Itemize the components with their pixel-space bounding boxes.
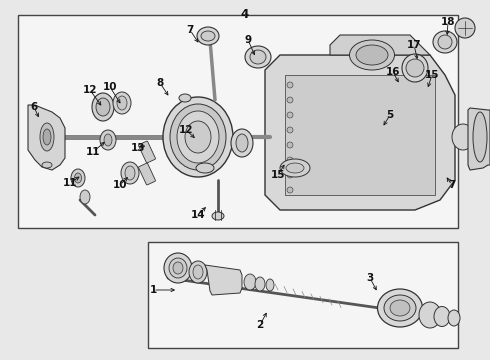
- Text: 10: 10: [113, 180, 127, 190]
- Bar: [285, 75, 435, 195]
- Text: 11: 11: [63, 178, 77, 188]
- Ellipse shape: [71, 169, 85, 187]
- Text: 18: 18: [441, 17, 455, 27]
- FancyBboxPatch shape: [139, 163, 155, 185]
- Ellipse shape: [280, 159, 310, 177]
- Ellipse shape: [434, 306, 450, 327]
- Ellipse shape: [92, 93, 114, 121]
- Text: 12: 12: [179, 125, 193, 135]
- Ellipse shape: [448, 310, 460, 326]
- Ellipse shape: [384, 295, 416, 321]
- Ellipse shape: [100, 130, 116, 150]
- Ellipse shape: [287, 97, 293, 103]
- Ellipse shape: [179, 94, 191, 102]
- Ellipse shape: [486, 130, 490, 144]
- Polygon shape: [205, 265, 242, 295]
- Ellipse shape: [173, 262, 183, 274]
- Text: 7: 7: [186, 25, 194, 35]
- Ellipse shape: [193, 265, 203, 279]
- Text: 1: 1: [149, 285, 157, 295]
- Ellipse shape: [433, 31, 457, 53]
- Ellipse shape: [266, 279, 274, 291]
- Ellipse shape: [185, 121, 211, 153]
- Ellipse shape: [104, 134, 112, 146]
- Text: 17: 17: [407, 40, 421, 50]
- Ellipse shape: [287, 142, 293, 148]
- Ellipse shape: [170, 104, 226, 170]
- Polygon shape: [468, 108, 490, 170]
- Ellipse shape: [117, 96, 127, 110]
- Text: 6: 6: [30, 102, 38, 112]
- Text: 15: 15: [271, 170, 285, 180]
- FancyBboxPatch shape: [139, 141, 155, 163]
- Ellipse shape: [287, 172, 293, 178]
- Text: 3: 3: [367, 273, 374, 283]
- Ellipse shape: [390, 300, 410, 316]
- Ellipse shape: [201, 31, 215, 41]
- Ellipse shape: [164, 253, 192, 283]
- Text: 2: 2: [256, 320, 264, 330]
- Ellipse shape: [250, 50, 266, 64]
- Ellipse shape: [455, 18, 475, 38]
- Ellipse shape: [356, 45, 388, 65]
- Text: 13: 13: [131, 143, 145, 153]
- Ellipse shape: [244, 274, 256, 290]
- Text: 4: 4: [241, 8, 249, 21]
- Ellipse shape: [212, 212, 224, 220]
- Ellipse shape: [286, 163, 304, 173]
- Text: 10: 10: [103, 82, 117, 92]
- Text: 7: 7: [448, 180, 456, 190]
- Polygon shape: [330, 35, 430, 55]
- Ellipse shape: [236, 134, 248, 152]
- Ellipse shape: [406, 59, 424, 77]
- Text: 14: 14: [191, 210, 205, 220]
- Ellipse shape: [169, 258, 187, 278]
- Ellipse shape: [125, 166, 135, 180]
- Ellipse shape: [287, 127, 293, 133]
- Text: 5: 5: [387, 110, 393, 120]
- Bar: [18, 15, 458, 228]
- Ellipse shape: [96, 98, 110, 116]
- Text: 15: 15: [425, 70, 439, 80]
- Text: 16: 16: [386, 67, 400, 77]
- Ellipse shape: [189, 261, 207, 283]
- Ellipse shape: [80, 190, 90, 204]
- Ellipse shape: [74, 173, 81, 183]
- Ellipse shape: [452, 124, 474, 150]
- Ellipse shape: [349, 40, 394, 70]
- Bar: [148, 242, 458, 348]
- Ellipse shape: [231, 129, 253, 157]
- Polygon shape: [28, 105, 65, 170]
- Text: 8: 8: [156, 78, 164, 88]
- Text: 11: 11: [86, 147, 100, 157]
- Ellipse shape: [40, 123, 54, 151]
- Text: 12: 12: [83, 85, 97, 95]
- Ellipse shape: [197, 27, 219, 45]
- Ellipse shape: [245, 46, 271, 68]
- Ellipse shape: [113, 92, 131, 114]
- Ellipse shape: [177, 111, 219, 163]
- Ellipse shape: [438, 35, 452, 49]
- Ellipse shape: [473, 112, 487, 162]
- Ellipse shape: [255, 277, 265, 291]
- Ellipse shape: [377, 289, 422, 327]
- Ellipse shape: [163, 97, 233, 177]
- Ellipse shape: [287, 187, 293, 193]
- Ellipse shape: [419, 302, 441, 328]
- Polygon shape: [265, 55, 455, 210]
- Ellipse shape: [469, 128, 485, 146]
- Ellipse shape: [287, 82, 293, 88]
- Ellipse shape: [287, 157, 293, 163]
- Ellipse shape: [287, 112, 293, 118]
- Ellipse shape: [121, 162, 139, 184]
- Ellipse shape: [196, 163, 214, 173]
- Ellipse shape: [402, 54, 428, 82]
- Text: 9: 9: [245, 35, 251, 45]
- Ellipse shape: [43, 129, 51, 145]
- Ellipse shape: [42, 162, 52, 168]
